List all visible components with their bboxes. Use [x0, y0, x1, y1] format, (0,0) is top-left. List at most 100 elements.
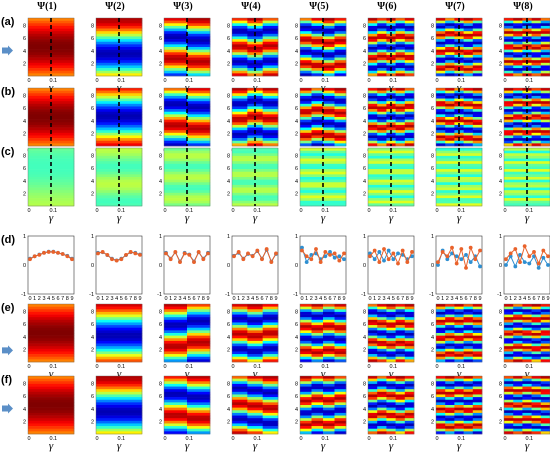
heatmap-cell: [300, 95, 312, 99]
data-point: [513, 247, 518, 251]
y-tick-label: 6: [363, 36, 366, 42]
heatmap-cell: [404, 423, 415, 427]
heatmap-cell: [300, 359, 312, 363]
y-tick-label: 8: [23, 382, 26, 388]
heatmap-cell: [262, 127, 279, 131]
heatmap-cell: [386, 150, 396, 154]
y-tick-label: 1: [91, 234, 94, 240]
heatmap-cell: [164, 119, 188, 123]
heatmap-cell: [96, 158, 143, 162]
heatmap-cell: [504, 314, 514, 318]
heatmap-cell: [96, 348, 143, 352]
heatmap-cell: [531, 386, 542, 390]
heatmap-cell: [531, 412, 542, 416]
x-tick-label: 9: [70, 296, 73, 302]
heatmap-cell: [262, 101, 279, 105]
heatmap-cell: [187, 317, 211, 321]
heatmap-cell: [395, 124, 406, 128]
line-panel: 10-10 1 2 3 4 5 6 7 8 9: [21, 234, 75, 302]
y-tick-label: 6: [91, 166, 94, 172]
heatmap-cell: [436, 428, 446, 432]
heatmap-cell: [300, 117, 312, 120]
data-point: [196, 250, 201, 254]
heatmap-cell: [377, 386, 387, 390]
line-panel: 10-10 1 2 3 4 5 6 7 8 9: [361, 234, 415, 302]
heatmap-cell: [164, 325, 188, 329]
heatmap-cell: [377, 359, 387, 363]
heatmap-cell: [472, 124, 483, 128]
heatmap-cell: [262, 391, 279, 395]
panel-frame: [95, 375, 143, 435]
heatmap-cell: [445, 62, 455, 66]
heatmap-cell: [377, 319, 387, 323]
heatmap-cell: [386, 428, 396, 432]
heatmap-cell: [463, 428, 474, 432]
heatmap-cell: [377, 124, 387, 128]
heatmap-cell: [504, 412, 514, 416]
heatmap-cell: [513, 179, 523, 183]
heatmap-cell: [436, 148, 446, 151]
heatmap-cell: [247, 394, 263, 398]
data-point: [342, 251, 346, 256]
heatmap-cell: [472, 426, 483, 430]
heatmap-cell: [323, 65, 335, 69]
heatmap-cell: [232, 153, 248, 157]
heatmap-cell: [454, 119, 464, 123]
heatmap-cell: [540, 171, 550, 175]
heatmap-cell: [262, 163, 279, 167]
heatmap-cell: [504, 405, 514, 408]
heatmap-cell: [513, 343, 523, 347]
heatmap-cell: [513, 389, 523, 393]
heatmap-cell: [96, 106, 143, 110]
heatmap-cell: [334, 57, 347, 61]
heatmap-cell: [96, 20, 143, 24]
heatmap-cell: [445, 153, 455, 157]
heatmap-cell: [531, 203, 542, 207]
heatmap-cell: [164, 402, 188, 406]
heatmap-cell: [334, 101, 347, 105]
heatmap-cell: [300, 317, 312, 321]
heatmap-cell: [247, 428, 263, 432]
heatmap-cell: [436, 348, 446, 352]
heatmap-cell: [531, 119, 542, 123]
heatmap-cell: [368, 20, 378, 24]
heatmap-cell: [232, 182, 248, 186]
heatmap-cell: [513, 122, 523, 126]
heatmap-cell: [368, 179, 378, 183]
heatmap-cell: [323, 179, 335, 183]
heatmap-cell: [164, 65, 188, 69]
heatmap-cell: [377, 327, 387, 331]
heatmap-cell: [300, 314, 312, 318]
heatmap-cell: [540, 177, 550, 180]
x-axis-label: γ: [185, 368, 190, 380]
heatmap-cell: [28, 306, 75, 310]
heatmap-cell: [395, 195, 406, 199]
y-tick-label: 4: [23, 407, 26, 413]
heatmap-cell: [262, 376, 279, 379]
heatmap-cell: [504, 343, 514, 347]
heatmap-cell: [187, 399, 211, 403]
heatmap-cell: [395, 163, 406, 167]
heatmap-cell: [445, 184, 455, 188]
heatmap-cell: [386, 23, 396, 27]
heatmap-cell: [368, 192, 378, 196]
heatmap-cell: [300, 109, 312, 113]
heatmap-cell: [232, 420, 248, 424]
y-tick-label: 0: [295, 263, 298, 269]
heatmap-cell: [323, 114, 335, 118]
heatmap-cell: [404, 124, 415, 128]
heatmap-cell: [377, 304, 387, 307]
heatmap-cell: [232, 117, 248, 120]
x-tick-label: 6: [532, 296, 535, 302]
heatmap-cell: [247, 346, 263, 350]
heatmap-cell: [454, 306, 464, 310]
heatmap-cell: [454, 405, 464, 408]
y-tick-label: 8: [91, 154, 94, 160]
data-point: [323, 250, 328, 254]
heatmap-cell: [28, 412, 75, 416]
panel-frame: [435, 303, 483, 363]
heatmap-cell: [404, 359, 415, 363]
heatmap-cell: [540, 98, 550, 102]
